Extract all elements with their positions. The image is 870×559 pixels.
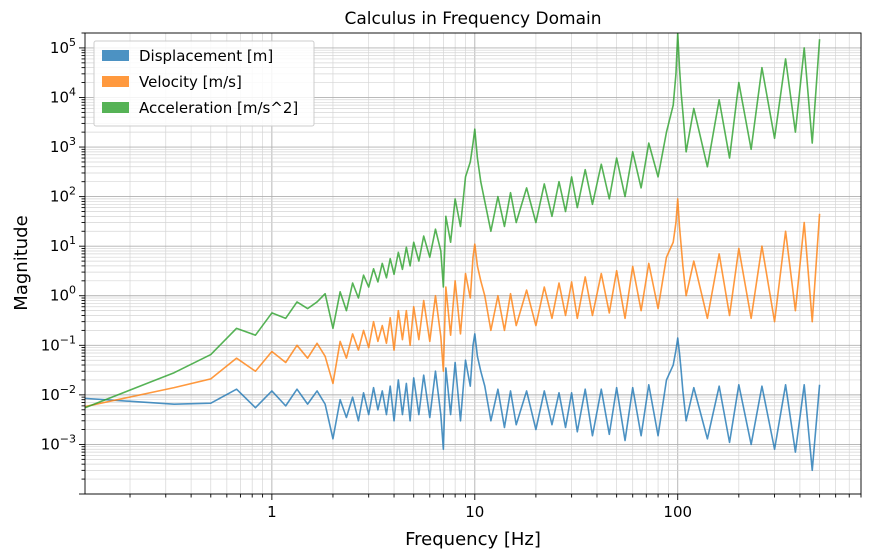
legend-label-3: Acceleration [m/s^2] [139, 99, 298, 117]
plot-frame [84, 32, 862, 495]
y-tick-base: 10 [50, 138, 69, 156]
y-tick-exponent: −2 [60, 383, 76, 396]
y-tick-label: 103 [50, 135, 76, 156]
y-tick-label: 100 [50, 284, 76, 305]
x-axis-label: Frequency [Hz] [405, 529, 541, 550]
legend: Displacement [m] Velocity [m/s] Accelerati… [93, 40, 315, 127]
y-tick-label: 104 [50, 85, 76, 106]
axis-ticks [79, 32, 862, 500]
legend-swatch-3 [102, 102, 129, 113]
series-line-1 [85, 333, 821, 472]
series-line-2 [85, 198, 821, 408]
y-tick-exponent: 1 [69, 234, 76, 247]
y-tick-base: 10 [50, 39, 69, 57]
y-tick-exponent: 2 [69, 185, 76, 198]
y-axis-label: Magnitude [11, 215, 32, 310]
legend-label-1: Displacement [m] [139, 47, 273, 65]
y-tick-exponent: 0 [69, 284, 76, 297]
series-layer [85, 33, 821, 472]
y-tick-base: 10 [50, 237, 69, 255]
y-tick-exponent: −1 [60, 333, 76, 346]
y-tick-base: 10 [41, 386, 60, 404]
legend-swatch-1 [102, 50, 129, 61]
chart-title: Calculus in Frequency Domain [345, 9, 602, 29]
y-tick-base: 10 [41, 336, 60, 354]
y-tick-base: 10 [41, 435, 60, 453]
y-tick-label: 10−3 [41, 432, 76, 453]
x-tick-label: 100 [663, 503, 692, 521]
x-tick-labels: 1 10 100 [267, 503, 692, 521]
y-tick-exponent: −3 [60, 432, 76, 445]
y-tick-label: 101 [50, 234, 76, 255]
y-tick-label: 102 [50, 185, 76, 206]
x-tick-label: 10 [465, 503, 484, 521]
y-tick-base: 10 [50, 188, 69, 206]
y-tick-exponent: 3 [69, 135, 76, 148]
y-tick-base: 10 [50, 287, 69, 305]
y-tick-base: 10 [50, 88, 69, 106]
series-line-3 [85, 33, 821, 409]
y-tick-label: 10−2 [41, 383, 76, 404]
y-tick-label: 105 [50, 36, 76, 57]
legend-label-2: Velocity [m/s] [139, 73, 242, 91]
x-tick-label: 1 [267, 503, 277, 521]
legend-box [93, 40, 315, 127]
y-tick-exponent: 4 [69, 85, 76, 98]
y-tick-label: 10−1 [41, 333, 76, 354]
legend-swatch-2 [102, 76, 129, 87]
y-tick-exponent: 5 [69, 36, 76, 49]
